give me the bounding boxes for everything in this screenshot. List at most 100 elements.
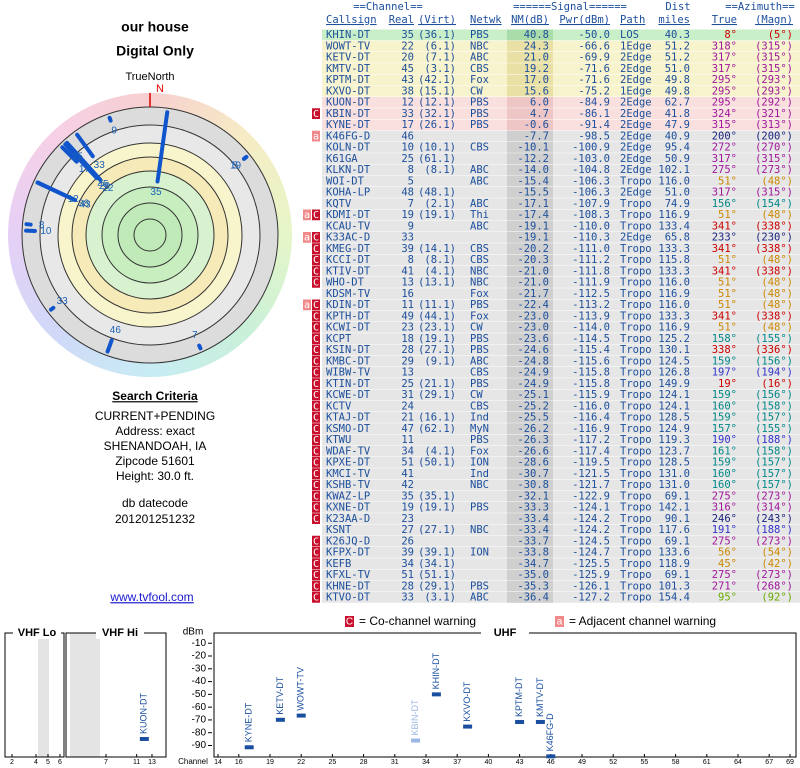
table-cell: (293°) [755,74,793,86]
table-cell: WDAF-TV [326,445,371,457]
row-band [322,164,800,176]
nm-band [507,355,553,367]
x-tick-label: 2 [10,759,14,766]
warning-box [303,232,311,243]
table-cell: 16 [401,288,414,300]
row-band [322,502,800,513]
table-cell: 7 [408,198,414,210]
table-cell: 2Edge [620,153,652,165]
row-band [322,558,800,569]
table-cell: (321°) [755,108,793,120]
table-cell: Tropo [620,445,652,457]
table-cell: 317° [712,52,737,64]
table-cell: 154.4 [658,592,690,604]
table-cell: Tropo [620,254,652,266]
row-band [322,592,800,603]
nm-band [507,490,553,502]
table-cell: 43 [401,74,414,86]
station-marker [242,154,249,161]
table-cell: 28 [401,580,414,592]
bar-label: KMTV-DT [535,677,545,717]
table-cell: (5°) [768,29,793,41]
table-cell: KYNE-DT [326,119,371,131]
table-cell: 22 [401,40,414,52]
warning-box [312,254,320,266]
north-label: TrueNorth [125,71,174,83]
table-cell: (188°) [755,524,793,536]
table-cell: 42 [401,479,414,491]
table-cell: ABC [470,164,489,176]
table-cell: Tropo [620,412,652,424]
column-header: (Virt) [418,14,456,26]
nm-band [507,130,553,142]
station-marker [107,115,113,123]
table-cell: 45 [401,63,414,75]
table-cell: 5 [408,175,414,187]
table-cell: CBS [470,367,489,379]
x-tick-label: 5 [46,759,50,766]
table-cell: Tropo [620,434,652,446]
nm-band [507,198,553,209]
station-marker [48,305,56,312]
table-cell: WOI-DT [326,175,365,187]
station-marker [35,180,66,197]
station-marker [105,338,114,354]
table-cell: 125.2 [658,333,690,345]
table-cell: 200° [712,130,737,142]
table-cell: 38 [401,85,414,97]
table-cell: (26.1) [418,119,456,131]
table-cell: -26.6 [517,445,549,457]
table-cell: -116.4 [572,412,610,424]
table-cell: -19.1 [517,220,549,232]
table-cell: -106.3 [572,175,610,187]
nm-band [507,265,553,277]
station-marker [197,343,203,351]
nm-band [507,400,553,412]
table-cell: -50.0 [578,29,610,41]
table-cell: 95.4 [665,142,690,154]
x-tick-label: 49 [578,759,586,766]
table-cell: 130.1 [658,344,690,356]
warning-flag: C [313,491,322,502]
legend-mark: C [346,617,353,628]
table-cell: KPTM-DT [326,74,371,86]
table-cell: -32.1 [517,490,549,502]
station-table: ==Channel== ======Signal====== Dist ==Azimu… [303,1,800,604]
table-cell: 49.8 [665,85,690,97]
table-cell: 74.9 [665,198,690,210]
nm-band [507,389,553,401]
table-cell: -71.6 [578,74,610,86]
table-cell: 101.3 [658,580,690,592]
row-band [322,445,800,457]
site-link[interactable]: www.tvfool.com [109,590,193,604]
table-cell: 160° [712,468,737,480]
table-cell: (230°) [755,232,793,244]
table-cell: 69.1 [665,490,690,502]
table-cell: -103.0 [572,153,610,165]
table-cell: 15.6 [524,85,549,97]
table-cell: 49 [401,310,414,322]
table-cell: (338°) [755,243,793,255]
table-cell: 62.7 [665,97,690,109]
table-cell: K23AA-D [326,513,370,525]
signal-bar [431,692,441,697]
table-cell: 51 [401,569,414,581]
warning-flag: aC [304,300,322,311]
table-cell: ABC [470,175,489,187]
table-cell: -71.6 [578,63,610,75]
table-cell: 316° [712,502,737,514]
table-cell: (313°) [755,119,793,131]
table-cell: (273°) [755,569,793,581]
table-cell: Tropo [620,310,652,322]
table-cell: 271° [712,580,737,592]
group-header: ==Channel== [353,1,423,13]
table-cell: 41 [401,265,414,277]
row-band [322,119,800,131]
table-cell: KETV-DT [326,52,371,64]
table-cell: -98.5 [578,130,610,142]
x-tick-label: 55 [641,759,649,766]
table-cell: -25.5 [517,412,549,424]
table-cell: (314°) [755,502,793,514]
table-cell: 123.7 [658,445,690,457]
